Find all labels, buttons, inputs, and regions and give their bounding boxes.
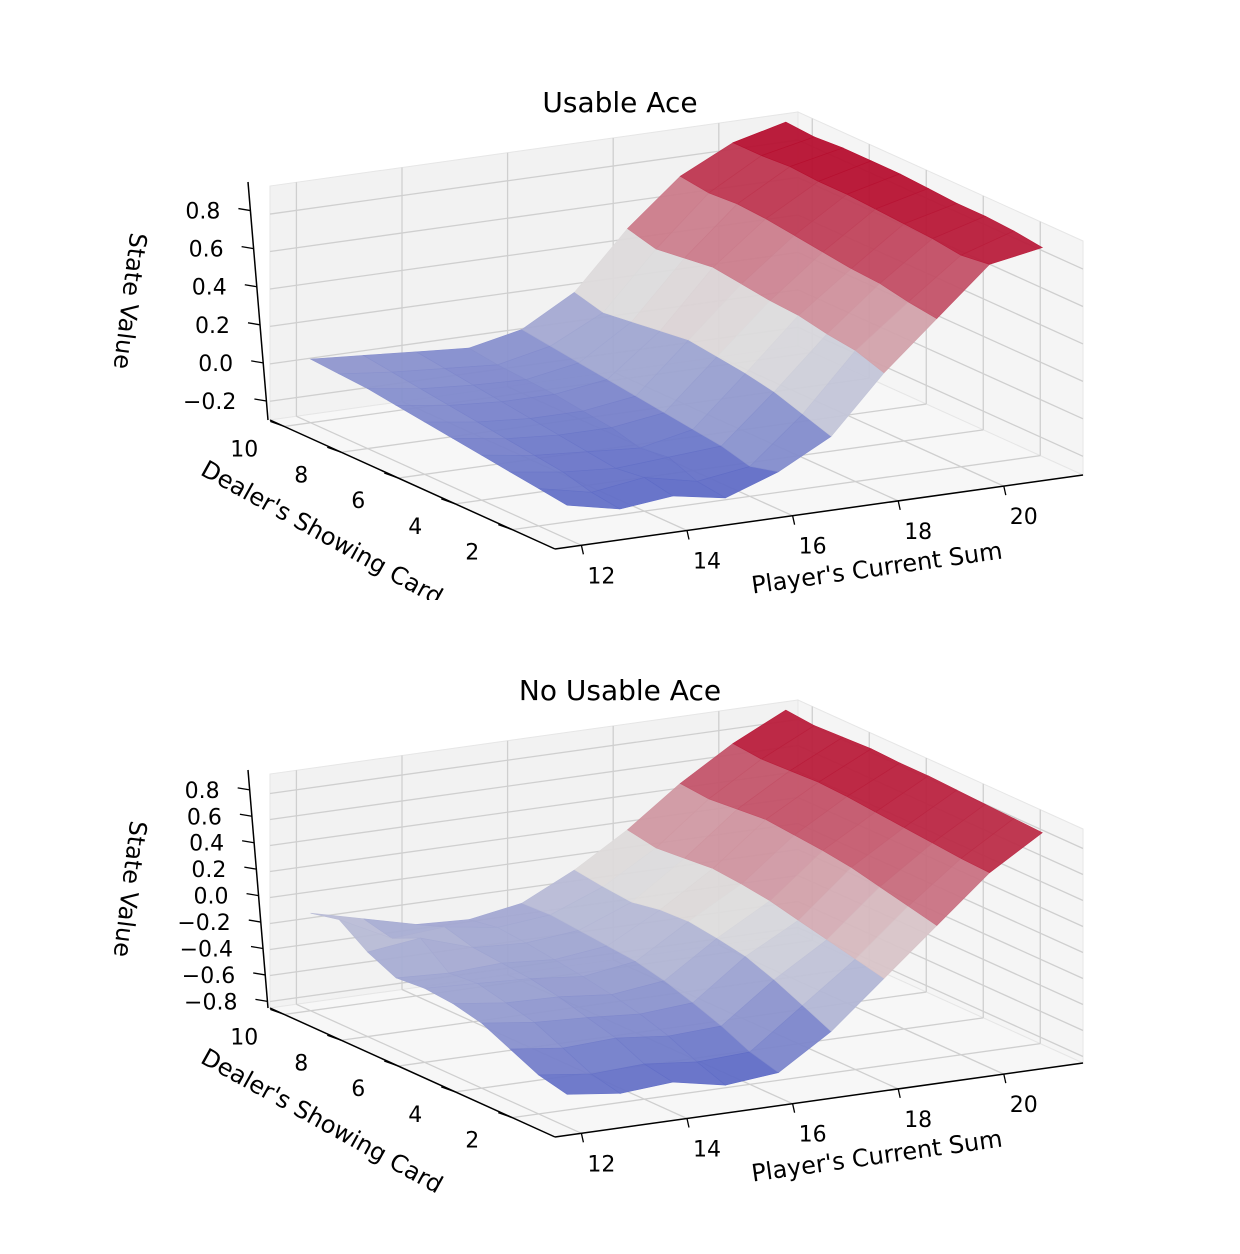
- z-tick-label: −0.4: [180, 938, 233, 963]
- z-tick: [255, 998, 268, 1003]
- no-usable-ace-surface-plot: 1214161820246810−0.8−0.6−0.4−0.20.00.20.…: [108, 699, 1085, 1199]
- y-tick-label: 4: [408, 1103, 422, 1128]
- z-axis-label: State Value: [108, 231, 152, 370]
- x-tick-label: 16: [799, 535, 827, 560]
- x-tick: [686, 530, 690, 540]
- x-tick: [791, 515, 796, 525]
- y-tick-label: 2: [465, 541, 479, 566]
- usable-ace-panel: 12 14 16 18 20 2 4 6 8 10 −0.2 0.0 0.2 0.4 0.6 0.8 Playe…: [0, 0, 1240, 600]
- y-tick: [384, 1060, 399, 1067]
- z-tick-label: 0.4: [189, 832, 224, 857]
- x-tick: [897, 1088, 901, 1099]
- back-gridline: [269, 139, 799, 215]
- x-axis-label: Player's Current Sum: [750, 1125, 1004, 1188]
- x-tick-label: 16: [799, 1123, 827, 1148]
- z-tick-label: 0.6: [187, 805, 222, 830]
- x-axis-line: [554, 1062, 1084, 1138]
- z-tick: [250, 945, 264, 950]
- y-tick: [327, 446, 342, 453]
- x-tick: [1003, 485, 1007, 496]
- no-usable-ace-panel: 12 14 16 18 20 2 4 6 8 10 −0.8 −0.6 −0.4 −0.2 0.0 0.2 0.…: [0, 588, 1240, 1199]
- z-tick: [237, 787, 250, 791]
- floor-gridline: [512, 455, 1041, 531]
- z-tick: [239, 813, 252, 817]
- z-tick-label: −0.2: [183, 390, 236, 415]
- x-tick: [580, 1133, 585, 1143]
- y-tick-label: 2: [465, 1129, 479, 1154]
- z-tick-label: 0.8: [185, 779, 220, 804]
- x-tick: [897, 500, 901, 511]
- y-tick: [384, 472, 399, 479]
- x-tick-label: 14: [693, 1138, 721, 1163]
- y-tick-label: 8: [294, 463, 308, 488]
- z-axis-line: [247, 181, 269, 421]
- z-tick-label: 0.0: [194, 885, 229, 910]
- y-tick: [270, 420, 285, 428]
- floor-gridline: [512, 1043, 1041, 1119]
- z-tick: [246, 892, 259, 897]
- x-tick-label: 20: [1010, 505, 1038, 530]
- y-tick-label: 10: [230, 1025, 258, 1050]
- z-tick-label: −0.8: [184, 990, 237, 1015]
- z-tick-label: 0.8: [185, 200, 220, 225]
- z-tick: [254, 398, 267, 402]
- floor-gridline: [296, 1003, 582, 1134]
- surface-facet: [960, 230, 1044, 265]
- x-tick-label: 18: [904, 520, 932, 545]
- no-usable-ace-title: No Usable Ace: [518, 674, 722, 707]
- x-tick-label: 18: [904, 1108, 932, 1133]
- z-tick: [248, 919, 261, 923]
- y-tick: [498, 524, 513, 531]
- z-axis-line: [247, 769, 269, 1009]
- z-tick: [242, 840, 255, 844]
- z-tick: [253, 972, 266, 976]
- y-tick: [441, 1086, 456, 1093]
- z-tick: [241, 245, 254, 250]
- y-tick: [327, 1034, 342, 1041]
- x-tick-label: 12: [587, 1152, 615, 1177]
- y-tick: [270, 1008, 285, 1016]
- z-tick-label: 0.0: [198, 352, 233, 377]
- back-gridline: [269, 744, 799, 821]
- y-tick-label: 10: [230, 437, 258, 462]
- x-tick: [686, 1118, 690, 1128]
- floor-gridline: [296, 415, 582, 546]
- y-tick: [498, 1112, 513, 1119]
- surface-facet: [960, 818, 1043, 874]
- z-axis-label: State Value: [108, 819, 152, 958]
- x-tick: [1003, 1073, 1007, 1084]
- z-tick-label: −0.6: [182, 964, 235, 989]
- z-tick: [251, 360, 264, 364]
- y-tick-label: 4: [408, 515, 422, 540]
- z-tick-label: 0.6: [189, 238, 224, 263]
- z-tick: [247, 322, 261, 326]
- x-tick-label: 14: [693, 550, 721, 575]
- z-tick-label: 0.4: [192, 276, 227, 301]
- usable-ace-title: Usable Ace: [542, 86, 698, 119]
- x-axis-line: [554, 474, 1084, 550]
- z-tick-label: 0.2: [191, 858, 226, 883]
- z-tick-label: 0.2: [195, 314, 230, 339]
- back-gridline: [269, 718, 799, 795]
- z-tick: [238, 207, 251, 212]
- x-tick-label: 20: [1010, 1093, 1038, 1118]
- y-tick-label: 8: [294, 1051, 308, 1076]
- z-tick-label: −0.2: [177, 911, 230, 936]
- x-tick: [580, 545, 585, 555]
- y-tick-label: 6: [351, 1077, 365, 1102]
- z-tick: [244, 284, 257, 288]
- y-tick-label: 6: [351, 489, 365, 514]
- x-tick-label: 12: [587, 564, 615, 589]
- y-tick: [441, 498, 456, 505]
- usable-ace-surface-plot: 1214161820246810−0.20.00.20.40.60.8Playe…: [108, 111, 1085, 600]
- z-tick: [244, 866, 257, 870]
- x-tick: [791, 1103, 796, 1113]
